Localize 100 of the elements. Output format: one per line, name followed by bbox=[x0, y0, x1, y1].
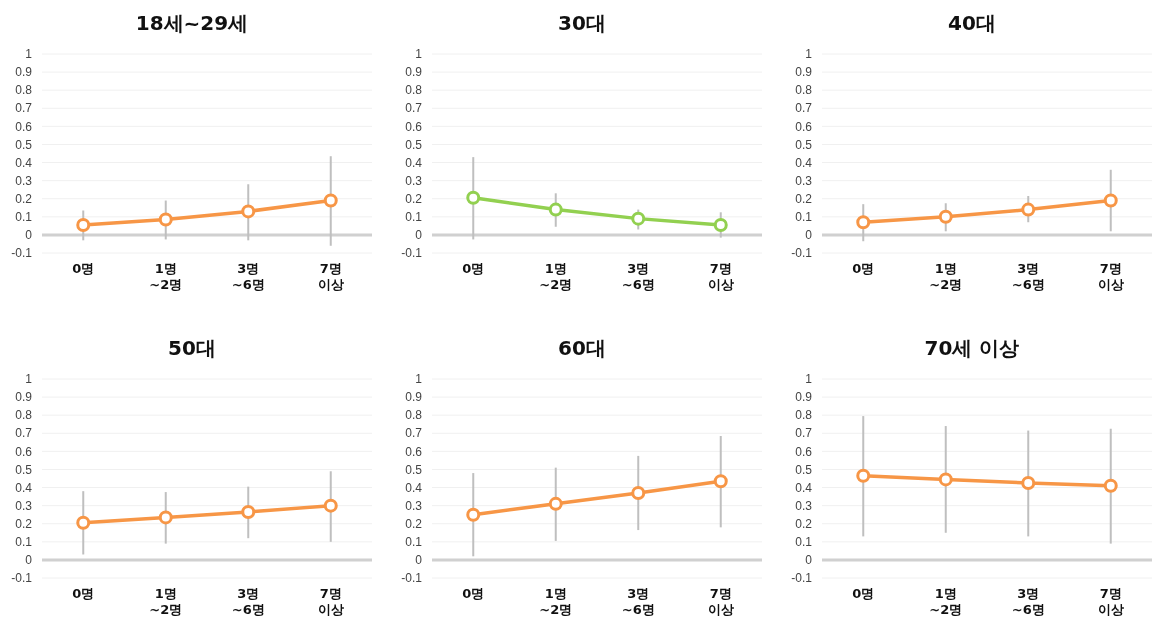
y-tick-label: 1 bbox=[805, 372, 813, 387]
y-tick-label: 0.2 bbox=[795, 516, 813, 531]
y-tick-label: 0.4 bbox=[795, 155, 813, 170]
x-tick-label: 7명 이상 bbox=[317, 261, 344, 292]
y-tick-label: 0.2 bbox=[795, 191, 813, 206]
point bbox=[76, 515, 91, 530]
point bbox=[1103, 193, 1118, 208]
x-tick-label: 0명 bbox=[462, 261, 485, 276]
point bbox=[631, 485, 646, 500]
x-tick-label: 1명 ~2명 bbox=[929, 261, 963, 292]
y-tick-label: 0 bbox=[25, 553, 33, 568]
y-tick-label: 0.5 bbox=[795, 462, 813, 477]
point bbox=[323, 498, 338, 513]
point bbox=[158, 212, 173, 227]
y-tick-label: 0.7 bbox=[405, 101, 423, 116]
point bbox=[938, 209, 953, 224]
x-tick-label: 3명 ~6명 bbox=[1011, 261, 1045, 292]
point bbox=[241, 504, 256, 519]
point bbox=[158, 510, 173, 525]
y-tick-label: 0.1 bbox=[795, 210, 813, 225]
y-tick-label: -0.1 bbox=[11, 571, 33, 586]
y-tick-label: 0.4 bbox=[15, 480, 33, 495]
y-tick-label: 0.4 bbox=[15, 155, 33, 170]
x-tick-label: 7명 이상 bbox=[317, 586, 344, 617]
point bbox=[466, 507, 481, 522]
y-tick-label: 0.2 bbox=[15, 191, 33, 206]
y-tick-label: 0.9 bbox=[15, 390, 33, 405]
y-tick-label: -0.1 bbox=[791, 246, 813, 261]
x-tick-label: 1명 ~2명 bbox=[929, 586, 963, 617]
y-tick-label: -0.1 bbox=[401, 571, 423, 586]
x-tick-label: 3명 ~6명 bbox=[231, 586, 265, 617]
y-tick-label: 0.9 bbox=[795, 65, 813, 80]
x-tick-label: 0명 bbox=[852, 261, 875, 276]
y-tick-label: 0.5 bbox=[15, 137, 33, 152]
y-tick-label: 0.6 bbox=[795, 119, 813, 134]
y-tick-label: 0.3 bbox=[405, 173, 423, 188]
y-tick-label: 0.3 bbox=[795, 498, 813, 513]
point bbox=[713, 474, 728, 489]
y-tick-label: 0.3 bbox=[15, 498, 33, 513]
y-tick-label: 0.1 bbox=[405, 535, 423, 550]
x-tick-label: 1명 ~2명 bbox=[149, 261, 183, 292]
y-tick-label: -0.1 bbox=[11, 246, 33, 261]
point bbox=[76, 217, 91, 232]
x-tick-label: 7명 이상 bbox=[707, 261, 734, 292]
y-tick-label: 0.1 bbox=[405, 210, 423, 225]
y-tick-label: -0.1 bbox=[401, 246, 423, 261]
y-tick-label: 0 bbox=[805, 553, 813, 568]
y-tick-label: 0.9 bbox=[405, 390, 423, 405]
y-tick-label: 0.5 bbox=[405, 137, 423, 152]
y-tick-label: 0.8 bbox=[15, 408, 33, 423]
x-tick-label: 3명 ~6명 bbox=[621, 261, 655, 292]
y-tick-label: 0.8 bbox=[405, 83, 423, 98]
y-tick-label: 1 bbox=[415, 372, 423, 387]
y-tick-label: 0.2 bbox=[405, 191, 423, 206]
x-tick-label: 3명 ~6명 bbox=[1011, 586, 1045, 617]
y-tick-label: 0.9 bbox=[795, 390, 813, 405]
chart-title: 40대 bbox=[948, 11, 996, 35]
y-tick-label: 0.8 bbox=[15, 83, 33, 98]
y-tick-label: 0 bbox=[25, 228, 33, 243]
y-tick-label: 0 bbox=[415, 228, 423, 243]
y-tick-label: 0.6 bbox=[405, 444, 423, 459]
y-tick-label: 0.5 bbox=[405, 462, 423, 477]
x-tick-label: 0명 bbox=[72, 586, 95, 601]
x-tick-label: 0명 bbox=[72, 261, 95, 276]
y-tick-label: 1 bbox=[415, 47, 423, 62]
y-tick-label: 0.4 bbox=[795, 480, 813, 495]
x-tick-label: 0명 bbox=[852, 586, 875, 601]
y-tick-label: 0.7 bbox=[15, 426, 33, 441]
y-tick-label: 0.6 bbox=[15, 119, 33, 134]
x-tick-label: 0명 bbox=[462, 586, 485, 601]
point bbox=[466, 190, 481, 205]
y-tick-label: 0.6 bbox=[795, 444, 813, 459]
y-tick-label: 0.1 bbox=[795, 535, 813, 550]
x-tick-label: 1명 ~2명 bbox=[539, 586, 573, 617]
x-tick-label: 7명 이상 bbox=[1097, 586, 1124, 617]
y-tick-label: 0.7 bbox=[795, 101, 813, 116]
y-tick-label: 0.7 bbox=[405, 426, 423, 441]
y-tick-label: 0.2 bbox=[15, 516, 33, 531]
point bbox=[548, 202, 563, 217]
chart-title: 60대 bbox=[558, 336, 606, 360]
x-tick-label: 7명 이상 bbox=[1097, 261, 1124, 292]
chart-title: 30대 bbox=[558, 11, 606, 35]
y-tick-label: -0.1 bbox=[791, 571, 813, 586]
point bbox=[631, 211, 646, 226]
y-tick-label: 0.8 bbox=[795, 408, 813, 423]
x-tick-label: 3명 ~6명 bbox=[231, 261, 265, 292]
y-tick-label: 0.7 bbox=[15, 101, 33, 116]
y-tick-label: 0.1 bbox=[15, 210, 33, 225]
y-tick-label: 0.5 bbox=[15, 462, 33, 477]
point bbox=[1021, 476, 1036, 491]
y-tick-label: 0.9 bbox=[15, 65, 33, 80]
y-tick-label: 0.3 bbox=[795, 173, 813, 188]
chart-title: 50대 bbox=[168, 336, 216, 360]
x-tick-label: 1명 ~2명 bbox=[149, 586, 183, 617]
y-tick-label: 0.3 bbox=[15, 173, 33, 188]
y-tick-label: 0.5 bbox=[795, 137, 813, 152]
y-tick-label: 0.2 bbox=[405, 516, 423, 531]
point bbox=[548, 496, 563, 511]
point bbox=[713, 217, 728, 232]
y-tick-label: 0.8 bbox=[795, 83, 813, 98]
